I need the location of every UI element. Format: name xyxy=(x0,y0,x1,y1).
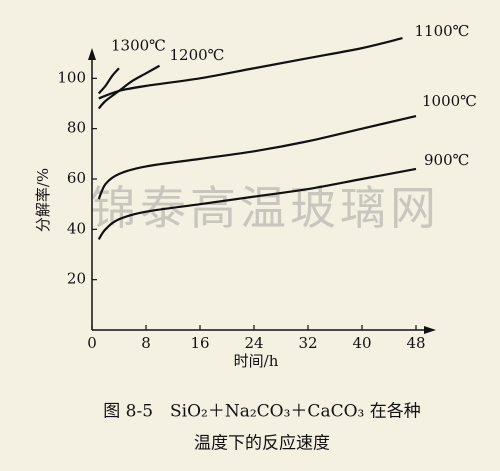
y-tick-label: 60 xyxy=(67,169,86,187)
series-line xyxy=(97,67,120,95)
y-tick-label: 100 xyxy=(57,68,86,86)
y-arrow xyxy=(88,48,96,60)
series-line xyxy=(97,167,417,241)
x-tick-label: 48 xyxy=(406,334,425,352)
y-tick-label: 20 xyxy=(67,270,86,288)
series-label: 1100℃ xyxy=(415,22,470,40)
x-tick-label: 8 xyxy=(141,334,151,352)
x-tick-label: 40 xyxy=(352,334,371,352)
series-line xyxy=(98,36,403,100)
series-label: 1200℃ xyxy=(170,46,225,64)
x-tick-label: 0 xyxy=(87,334,97,352)
y-tick-label: 40 xyxy=(67,219,86,237)
caption: 温度下的反应速度 xyxy=(194,434,330,454)
x-axis-label: 时间/h xyxy=(234,352,279,370)
caption: 图 8-5 SiO₂＋Na₂CO₃＋CaCO₃ 在各种 xyxy=(103,402,421,422)
x-tick-label: 24 xyxy=(244,334,263,352)
y-axis-label: 分解率/% xyxy=(34,168,52,232)
series-label: 900℃ xyxy=(424,151,469,169)
y-tick-label: 80 xyxy=(67,119,86,137)
series-line xyxy=(97,115,417,200)
x-arrow xyxy=(424,326,436,334)
series-label: 1300℃ xyxy=(111,36,166,54)
x-tick-label: 16 xyxy=(190,334,209,352)
series-line xyxy=(97,64,161,110)
x-tick-label: 32 xyxy=(298,334,317,352)
watermark: 锦泰高温玻璃网 xyxy=(90,181,440,235)
series-label: 1000℃ xyxy=(422,92,477,110)
